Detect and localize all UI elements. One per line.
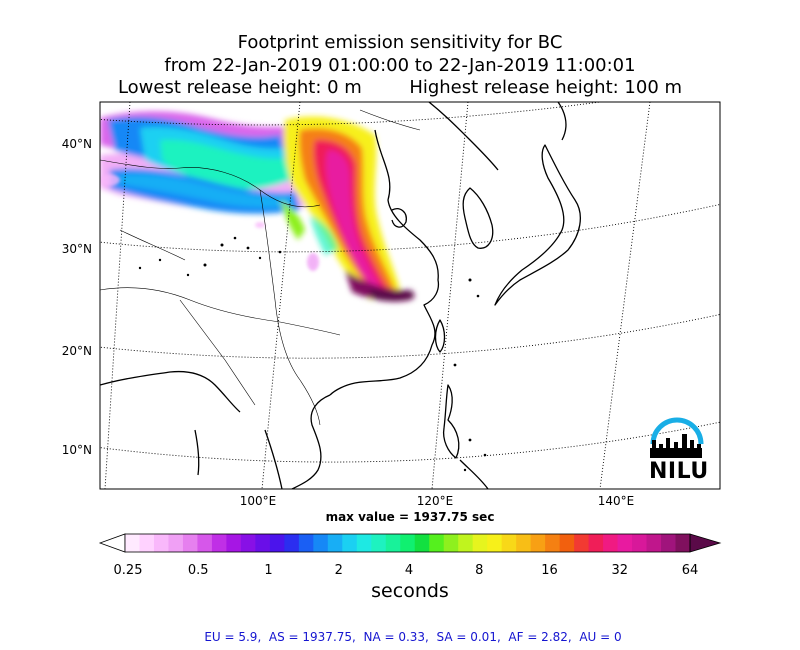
colorbar-segment xyxy=(139,534,155,552)
meridian-140e xyxy=(599,102,651,489)
colorbar-tick-label: 2 xyxy=(334,563,343,578)
faint-sensitivity-patches xyxy=(100,174,319,271)
parallel-10n xyxy=(100,421,720,463)
colorbar-segment xyxy=(443,534,459,552)
nilu-logo-icon xyxy=(650,417,704,458)
colorbar-label: seconds xyxy=(371,580,449,602)
plot-title-line-3: Lowest release height: 0 m Highest relea… xyxy=(0,77,800,99)
colorbar-segment xyxy=(211,534,228,552)
colorbar-segment xyxy=(385,534,401,552)
colorbar-segment xyxy=(269,534,285,552)
plot-title-line-1: Footprint emission sensitivity for BC xyxy=(237,32,563,53)
colorbar-segment xyxy=(545,534,561,552)
colorbar-segment xyxy=(646,534,662,552)
colorbar-tick-label: 0.25 xyxy=(113,563,143,578)
colorbar-segment xyxy=(400,534,416,552)
colorbar-tick-label: 16 xyxy=(541,563,558,578)
lat-label-10n: 10°N xyxy=(61,443,92,457)
region-summary-footer: EU = 5.9, AS = 1937.75, NA = 0.33, SA = … xyxy=(204,630,622,644)
colorbar-segment xyxy=(371,534,387,552)
colorbar-segment xyxy=(661,534,677,552)
colorbar-over-arrow xyxy=(689,533,722,553)
colorbar-segment xyxy=(632,534,648,552)
colorbar-segment xyxy=(487,534,503,552)
colorbar-segment xyxy=(414,534,430,552)
colorbar-segment xyxy=(298,534,314,552)
colorbar-segment xyxy=(153,534,170,552)
colorbar-segment xyxy=(603,534,619,552)
colorbar-segment xyxy=(226,534,242,552)
colorbar-segment xyxy=(168,534,184,552)
lon-label-140e: 140°E xyxy=(597,494,635,508)
colorbar-segment xyxy=(429,534,445,552)
colorbar-tick-label: 8 xyxy=(475,563,484,578)
lat-label-20n: 20°N xyxy=(61,344,92,358)
meridian-100e xyxy=(261,102,301,489)
colorbar-segment xyxy=(125,534,141,552)
colorbar-tick-label: 1 xyxy=(264,563,273,578)
colorbar-segment xyxy=(617,534,633,552)
highest-release-height: Highest release height: 100 m xyxy=(409,77,683,98)
colorbar-segment xyxy=(675,534,691,552)
islands xyxy=(138,236,487,472)
lowest-release-height: Lowest release height: 0 m xyxy=(117,77,362,98)
colorbar-segment xyxy=(327,534,343,552)
lon-label-120e: 120°E xyxy=(416,494,454,508)
colorbar-frame xyxy=(124,533,691,553)
colorbar-segment xyxy=(530,534,546,552)
parallel-40n xyxy=(100,102,604,126)
emission-sensitivity-field xyxy=(100,111,415,302)
colorbar-segment xyxy=(284,534,300,552)
lon-label-100e: 100°E xyxy=(239,494,277,508)
colorbar-segment xyxy=(588,534,604,552)
map-frame xyxy=(99,101,721,490)
colorbar-segment xyxy=(458,534,474,552)
max-value-text: max value = 1937.75 sec xyxy=(325,510,495,524)
coastlines xyxy=(100,102,581,489)
colorbar-segment xyxy=(516,534,532,552)
colorbar-segment xyxy=(197,534,213,552)
colorbar-tick-label: 0.5 xyxy=(187,563,209,578)
colorbar-segment xyxy=(501,534,517,552)
colorbar-segment xyxy=(342,534,358,552)
colorbar-tick-label: 4 xyxy=(404,563,414,578)
parallel-30n xyxy=(100,203,720,253)
colorbar-segment xyxy=(182,534,199,552)
colorbar-segment xyxy=(240,534,256,552)
colorbar-segment xyxy=(574,534,590,552)
colorbar-segment xyxy=(472,534,488,552)
lat-label-40n: 40°N xyxy=(61,137,92,151)
colorbar-segment xyxy=(356,534,372,552)
plot-title-line-2: from 22-Jan-2019 01:00:00 to 22-Jan-2019… xyxy=(164,55,636,76)
colorbar-under-arrow xyxy=(98,533,126,553)
colorbar-segment xyxy=(313,534,329,552)
colorbar-segment xyxy=(255,534,271,552)
country-borders xyxy=(100,109,421,426)
graticule xyxy=(100,102,720,489)
colorbar-tick-label: 32 xyxy=(611,563,629,578)
parallel-20n xyxy=(100,313,720,359)
nilu-logo-text: NILU xyxy=(649,459,709,484)
colorbar-segment xyxy=(559,534,575,552)
colorbar-tick-label: 64 xyxy=(681,563,699,578)
lat-label-30n: 30°N xyxy=(61,242,92,256)
